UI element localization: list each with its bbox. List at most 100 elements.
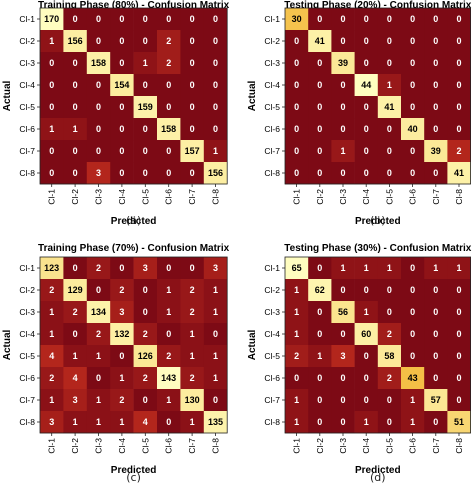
- matrix-cell-value: 158: [161, 124, 176, 134]
- matrix-cell: [447, 8, 471, 31]
- matrix-cell: [40, 30, 64, 53]
- matrix-cell: [447, 140, 471, 163]
- matrix-cell-value: 62: [315, 285, 325, 295]
- matrix-cell-value: 0: [49, 80, 54, 90]
- matrix-cell: [331, 301, 355, 324]
- matrix-cell-value: 0: [96, 14, 101, 24]
- matrix-cell-value: 0: [317, 168, 322, 178]
- matrix-cell-value: 0: [433, 80, 438, 90]
- matrix-cell-value: 143: [161, 373, 176, 383]
- matrix-cell-value: 158: [91, 58, 106, 68]
- matrix-cell-value: 40: [408, 124, 418, 134]
- matrix-frame: [39, 256, 228, 434]
- matrix-cell: [377, 52, 402, 75]
- matrix-cell-value: 0: [213, 329, 218, 339]
- matrix-cell-value: 0: [317, 417, 322, 427]
- matrix-cell-value: 0: [387, 168, 392, 178]
- matrix-cell: [401, 52, 425, 75]
- matrix-cell: [377, 323, 402, 346]
- matrix-cell: [354, 162, 379, 185]
- matrix-cell: [180, 279, 205, 302]
- matrix-cell-value: 3: [96, 168, 101, 178]
- matrix-cell-value: 0: [143, 80, 148, 90]
- matrix-cell-value: 0: [213, 395, 218, 405]
- y-axis-label: Actual: [247, 80, 258, 111]
- matrix-cell-value: 1: [73, 351, 78, 361]
- matrix-cell-value: 0: [364, 146, 369, 156]
- matrix-cell-value: 0: [166, 168, 171, 178]
- matrix-cell: [285, 345, 309, 368]
- matrix-cell: [110, 30, 134, 53]
- matrix-cell: [63, 140, 88, 163]
- matrix-cell: [40, 52, 64, 75]
- matrix-cell: [447, 301, 471, 324]
- matrix-cell: [110, 96, 134, 119]
- y-tick-label: Cl-4: [264, 80, 280, 90]
- matrix-cell: [40, 323, 64, 346]
- matrix-cell: [180, 74, 205, 97]
- matrix-cell: [285, 8, 309, 31]
- matrix-cell-value: 0: [294, 373, 299, 383]
- matrix-cell: [203, 118, 228, 141]
- matrix-cell-value: 129: [68, 285, 83, 295]
- matrix-cell: [180, 8, 205, 31]
- matrix-cell: [110, 74, 134, 97]
- matrix-cell: [354, 345, 379, 368]
- x-tick-label: Cl-7: [431, 438, 441, 454]
- matrix-cell-value: 0: [433, 124, 438, 134]
- matrix-cell-value: 130: [185, 395, 200, 405]
- matrix-cell-value: 0: [96, 80, 101, 90]
- x-tick-label: Cl-8: [454, 189, 464, 205]
- matrix-cell-value: 0: [294, 36, 299, 46]
- matrix-cell-value: 0: [49, 102, 54, 112]
- matrix-cell-value: 57: [431, 395, 441, 405]
- x-tick-label: Cl-5: [384, 438, 394, 454]
- matrix-cell: [133, 323, 158, 346]
- matrix-cell: [424, 301, 448, 324]
- matrix-cell: [401, 118, 425, 141]
- matrix-cell-value: 0: [433, 36, 438, 46]
- matrix-cell: [63, 301, 88, 324]
- matrix-cell: [447, 323, 471, 346]
- matrix-cell: [401, 74, 425, 97]
- x-axis-label: Predicted: [111, 216, 157, 227]
- matrix-cell-value: 0: [317, 80, 322, 90]
- matrix-cell-value: 0: [410, 36, 415, 46]
- matrix-cell: [424, 118, 448, 141]
- matrix-cell: [203, 8, 228, 31]
- matrix-cell: [203, 301, 228, 324]
- matrix-cell: [157, 96, 181, 119]
- y-tick-label: Cl-5: [264, 351, 280, 361]
- matrix-cell-value: 1: [96, 395, 101, 405]
- matrix-cell-value: 0: [433, 373, 438, 383]
- matrix-cell: [86, 389, 111, 412]
- matrix-cell: [331, 279, 355, 302]
- matrix-cell-value: 0: [190, 102, 195, 112]
- matrix-cell: [86, 30, 111, 53]
- matrix-cell: [331, 118, 355, 141]
- matrix-cell: [401, 367, 425, 390]
- matrix-cell-value: 2: [49, 373, 54, 383]
- matrix-cell: [157, 8, 181, 31]
- matrix-cell: [63, 367, 88, 390]
- y-tick-label: Cl-7: [19, 395, 35, 405]
- matrix-cell: [377, 257, 402, 280]
- matrix-cell: [63, 118, 88, 141]
- matrix-cell: [180, 118, 205, 141]
- matrix-cell-value: 0: [119, 146, 124, 156]
- matrix-cell-value: 0: [340, 417, 345, 427]
- matrix-cell-value: 0: [364, 395, 369, 405]
- matrix-cell: [377, 301, 402, 324]
- matrix-cell-value: 0: [317, 58, 322, 68]
- matrix-cell: [401, 345, 425, 368]
- matrix-cell-value: 0: [456, 329, 461, 339]
- matrix-cell: [354, 52, 379, 75]
- matrix-cell: [447, 96, 471, 119]
- matrix-cell: [40, 367, 64, 390]
- matrix-cell: [424, 96, 448, 119]
- matrix-cell: [86, 257, 111, 280]
- matrix-cell: [424, 74, 448, 97]
- matrix-cell: [331, 345, 355, 368]
- confusion-matrix-panel-1: Training Phase (80%) - Confusion Matrix 1…: [2, 0, 230, 227]
- panel-caption: (b): [370, 214, 386, 227]
